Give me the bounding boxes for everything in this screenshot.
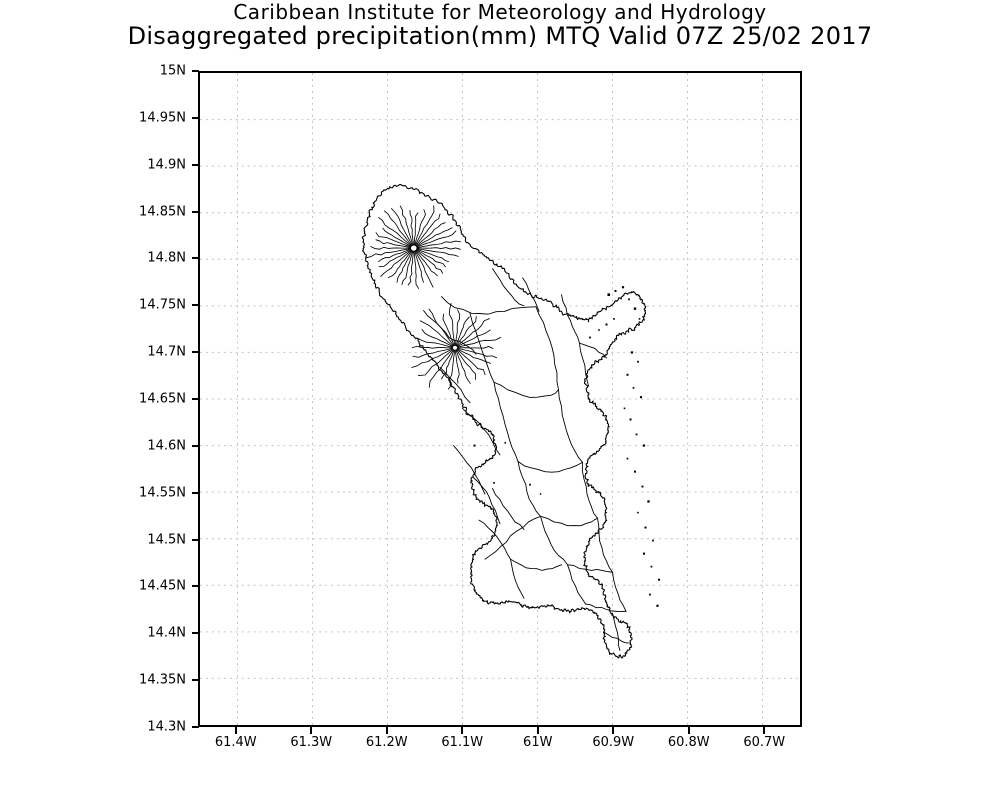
map-plot-area — [198, 71, 802, 727]
institute-title: Caribbean Institute for Meteorology and … — [233, 0, 767, 24]
martinique-watershed-map — [361, 184, 660, 659]
y-tick-label: 14.75N — [139, 297, 186, 313]
y-tick-label: 14.65N — [139, 391, 186, 407]
y-tick-label: 14.85N — [139, 204, 186, 220]
y-tick-label: 14.3N — [147, 719, 186, 735]
y-tick-label: 14.9N — [147, 157, 186, 173]
x-tick-label: 60.9W — [592, 735, 635, 750]
y-tick-label: 14.95N — [139, 110, 186, 126]
page-title: Disaggregated precipitation(mm) MTQ Vali… — [127, 22, 873, 50]
x-tick-label: 61.1W — [441, 735, 484, 750]
y-tick-label: 14.45N — [139, 578, 186, 594]
y-tick-label: 14.7N — [147, 344, 186, 360]
x-tick-label: 61.2W — [365, 735, 408, 750]
x-tick-mark — [234, 727, 237, 734]
x-tick-mark — [385, 727, 388, 734]
chart-title-block: Caribbean Institute for Meteorology and … — [0, 0, 1000, 50]
x-tick-label: 60.7W — [743, 735, 786, 750]
y-tick-label: 14.5N — [147, 532, 186, 548]
y-tick-label: 15N — [159, 63, 186, 79]
y-tick-label: 14.8N — [147, 250, 186, 266]
x-tick-mark — [310, 727, 313, 734]
x-tick-label: 61W — [523, 735, 553, 750]
y-tick-label: 14.55N — [139, 485, 186, 501]
y-tick-label: 14.35N — [139, 672, 186, 688]
y-tick-label: 14.4N — [147, 625, 186, 641]
x-tick-mark — [612, 727, 615, 734]
x-tick-mark — [687, 727, 690, 734]
x-tick-label: 61.4W — [214, 735, 257, 750]
y-tick-label: 14.6N — [147, 438, 186, 454]
x-tick-mark — [536, 727, 539, 734]
x-tick-label: 61.3W — [290, 735, 333, 750]
x-tick-mark — [461, 727, 464, 734]
x-tick-label: 60.8W — [667, 735, 710, 750]
x-tick-mark — [763, 727, 766, 734]
